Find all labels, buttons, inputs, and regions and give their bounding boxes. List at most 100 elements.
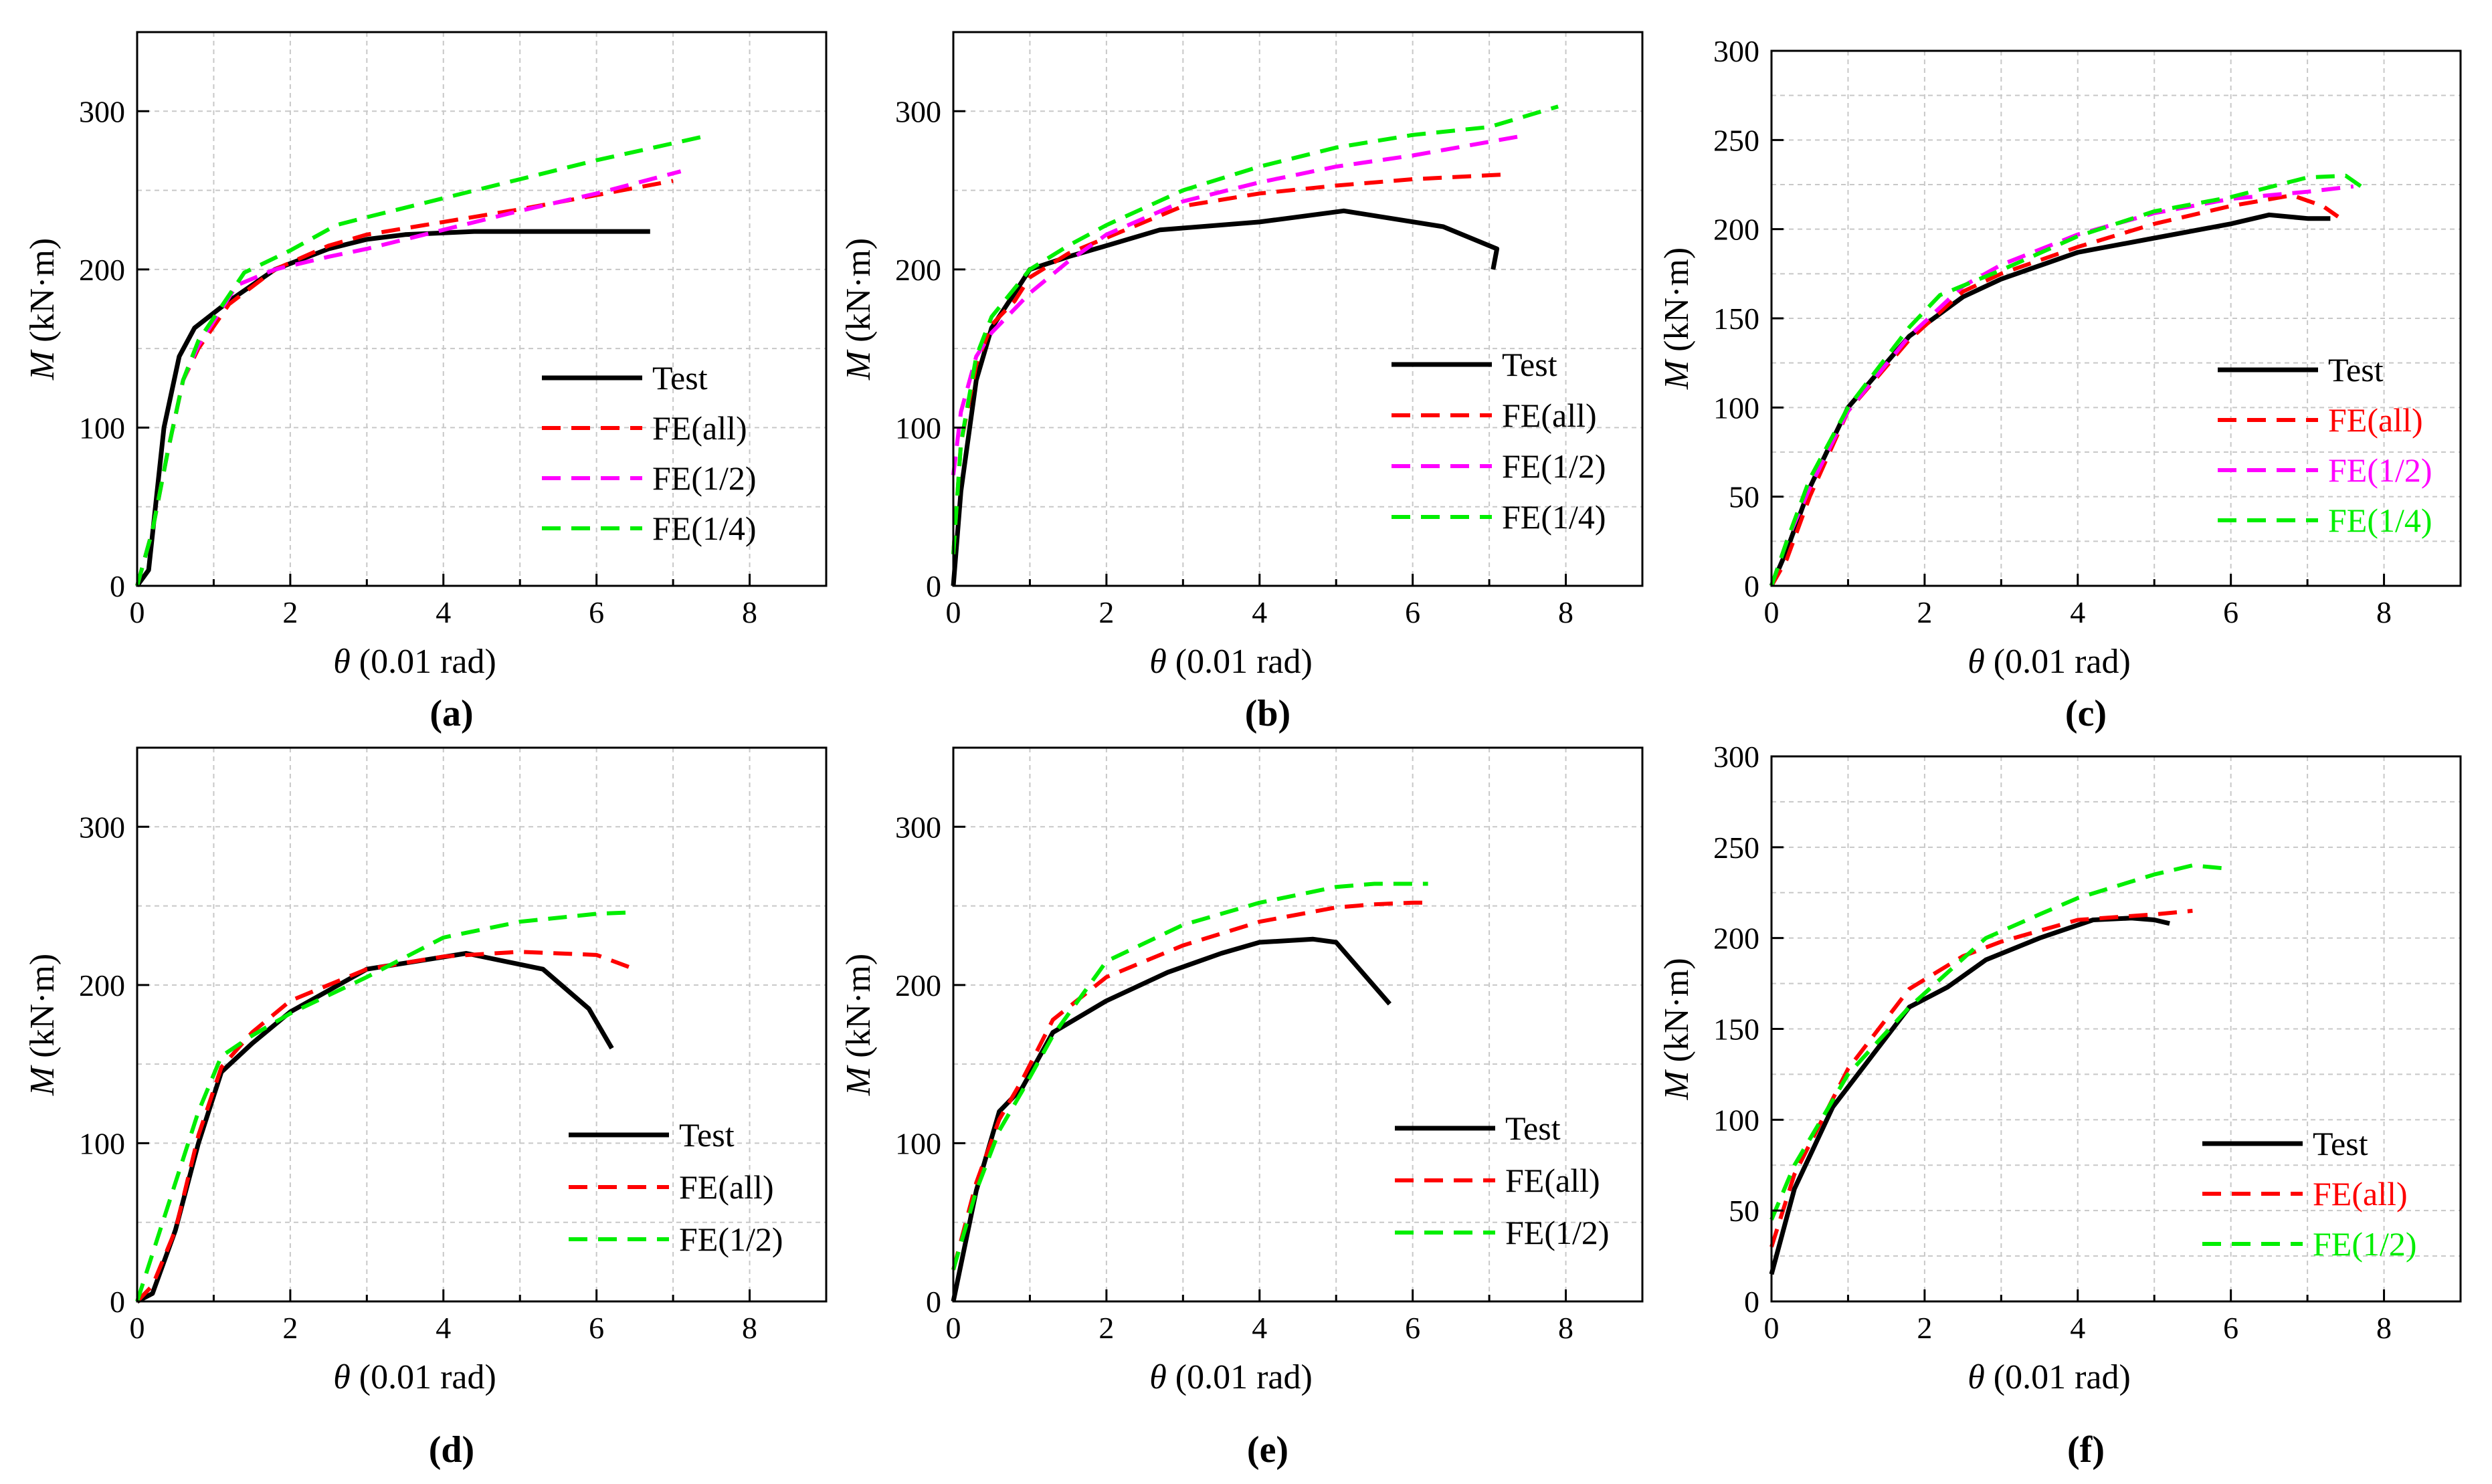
x-tick-label: 8 xyxy=(742,1311,757,1345)
y-axis-title: M (kN·m) xyxy=(1658,247,1696,390)
series-line-test xyxy=(136,951,614,1304)
y-tick-label: 200 xyxy=(1713,213,1759,247)
y-tick-label: 100 xyxy=(1713,391,1759,425)
series-line-fe-all- xyxy=(1769,193,2339,587)
legend-label: FE(1/2) xyxy=(652,459,757,497)
chart-panel: 0 2 4 6 8 0 50 100 150 200 250 300 θ (0.01 rad) M (kN… xyxy=(1658,740,2462,1471)
y-tick-label: 250 xyxy=(1713,123,1759,157)
legend-label: FE(all) xyxy=(2328,401,2423,439)
legend-label: FE(1/2) xyxy=(1502,447,1606,485)
axes-frame xyxy=(952,746,1644,1303)
axes-frame xyxy=(952,31,1644,587)
legend-label: FE(1/4) xyxy=(1502,498,1606,536)
legend-label: FE(all) xyxy=(2313,1175,2408,1212)
chart-panel: 0 2 4 6 8 0 100 200 300 θ (0.01 rad) M (kN·m) Test F… xyxy=(23,31,828,734)
y-tick-label: 200 xyxy=(1713,922,1759,956)
panel-label: (a) xyxy=(429,693,473,734)
series-line-fe-1-4- xyxy=(951,104,1559,554)
x-tick-label: 8 xyxy=(1558,595,1573,629)
x-tick-label: 6 xyxy=(1405,595,1420,629)
panel-label: (d) xyxy=(429,1429,474,1471)
y-tick-label: 200 xyxy=(79,968,125,1002)
chart-panel: 0 2 4 6 8 0 100 200 300 θ (0.01 rad) M (kN·m) Test F… xyxy=(840,746,1644,1471)
legend-label: FE(all) xyxy=(1502,397,1597,434)
y-tick-label: 0 xyxy=(110,1285,125,1319)
x-tick-label: 2 xyxy=(1098,1311,1114,1345)
panel-label: (e) xyxy=(1247,1429,1288,1471)
x-tick-label: 8 xyxy=(1558,1311,1573,1345)
x-tick-label: 4 xyxy=(436,595,451,629)
y-tick-label: 50 xyxy=(1729,1194,1759,1228)
series-line-test xyxy=(1769,212,2331,587)
x-tick-label: 0 xyxy=(130,1311,145,1345)
legend-label: FE(1/2) xyxy=(2328,451,2432,489)
legend-label: Test xyxy=(2328,351,2384,389)
y-tick-label: 150 xyxy=(1713,1013,1759,1047)
y-tick-label: 100 xyxy=(79,1126,125,1160)
legend-label: FE(1/4) xyxy=(2328,502,2432,539)
axes-frame xyxy=(136,746,828,1303)
y-tick-label: 0 xyxy=(110,569,125,603)
series-line-test xyxy=(1769,916,2170,1275)
y-tick-label: 100 xyxy=(895,411,941,445)
series-line-fe-1-2- xyxy=(1769,863,2231,1221)
panel-label: (c) xyxy=(2065,693,2107,734)
legend-label: Test xyxy=(2313,1125,2368,1162)
x-axis-title: θ (0.01 rad) xyxy=(333,643,496,681)
y-tick-label: 200 xyxy=(895,253,941,287)
y-tick-label: 300 xyxy=(1713,34,1759,68)
legend-label: FE(all) xyxy=(1505,1162,1600,1199)
legend-label: Test xyxy=(1502,346,1557,383)
legend-label: FE(1/2) xyxy=(1505,1214,1610,1251)
x-tick-label: 2 xyxy=(1098,595,1114,629)
chart-panel: 0 2 4 6 8 0 100 200 300 θ (0.01 rad) M (kN·m) Test F… xyxy=(23,746,828,1471)
y-axis-title: M (kN·m) xyxy=(1658,958,1696,1100)
x-axis-title: θ (0.01 rad) xyxy=(333,1358,496,1396)
panel-label: (b) xyxy=(1245,693,1290,734)
y-tick-label: 250 xyxy=(1713,831,1759,865)
y-tick-label: 0 xyxy=(926,1285,941,1319)
series-line-fe-1-2- xyxy=(135,169,682,587)
y-axis-title: M (kN·m) xyxy=(23,954,62,1096)
x-tick-label: 6 xyxy=(589,1311,604,1345)
x-tick-label: 8 xyxy=(2376,1311,2392,1345)
legend-label: Test xyxy=(679,1116,735,1154)
x-tick-label: 2 xyxy=(1917,1311,1932,1345)
series-line-fe-1-2- xyxy=(951,881,1428,1271)
y-tick-label: 200 xyxy=(79,253,125,287)
y-tick-label: 300 xyxy=(79,810,125,844)
y-tick-label: 0 xyxy=(926,569,941,603)
series-line-fe-all- xyxy=(135,950,636,1303)
series-line-test xyxy=(951,936,1392,1302)
y-axis-title: M (kN·m) xyxy=(23,238,62,381)
x-tick-label: 4 xyxy=(1252,595,1267,629)
y-tick-label: 0 xyxy=(1744,1285,1759,1319)
chart-panel: 0 2 4 6 8 0 50 100 150 200 250 300 θ (0.01 rad) M (kN… xyxy=(1658,34,2462,734)
x-axis-title: θ (0.01 rad) xyxy=(1968,1358,2131,1396)
series-line-fe-1-2- xyxy=(135,910,636,1302)
x-tick-label: 8 xyxy=(2376,595,2392,629)
y-tick-label: 0 xyxy=(1744,569,1759,603)
y-tick-label: 300 xyxy=(895,810,941,844)
x-tick-label: 0 xyxy=(946,1311,961,1345)
series-line-fe-1-2- xyxy=(1769,184,2354,587)
y-tick-label: 100 xyxy=(1713,1103,1759,1137)
x-tick-label: 8 xyxy=(742,595,757,629)
legend-label: FE(all) xyxy=(652,409,747,447)
y-tick-label: 300 xyxy=(79,94,125,128)
x-tick-label: 2 xyxy=(1917,595,1932,629)
x-tick-label: 6 xyxy=(2223,595,2238,629)
legend-label: FE(1/4) xyxy=(652,510,757,547)
x-tick-label: 6 xyxy=(2223,1311,2238,1345)
x-tick-label: 2 xyxy=(282,595,298,629)
x-tick-label: 0 xyxy=(130,595,145,629)
series-line-fe-1-4- xyxy=(135,134,704,587)
x-tick-label: 6 xyxy=(1405,1311,1420,1345)
series-line-test xyxy=(951,208,1500,587)
panel-label: (f) xyxy=(2067,1429,2105,1471)
legend-label: FE(1/2) xyxy=(679,1221,783,1258)
x-tick-label: 0 xyxy=(1764,1311,1780,1345)
chart-panel: 0 2 4 6 8 0 100 200 300 θ (0.01 rad) M (kN·m) Test F… xyxy=(840,31,1644,734)
